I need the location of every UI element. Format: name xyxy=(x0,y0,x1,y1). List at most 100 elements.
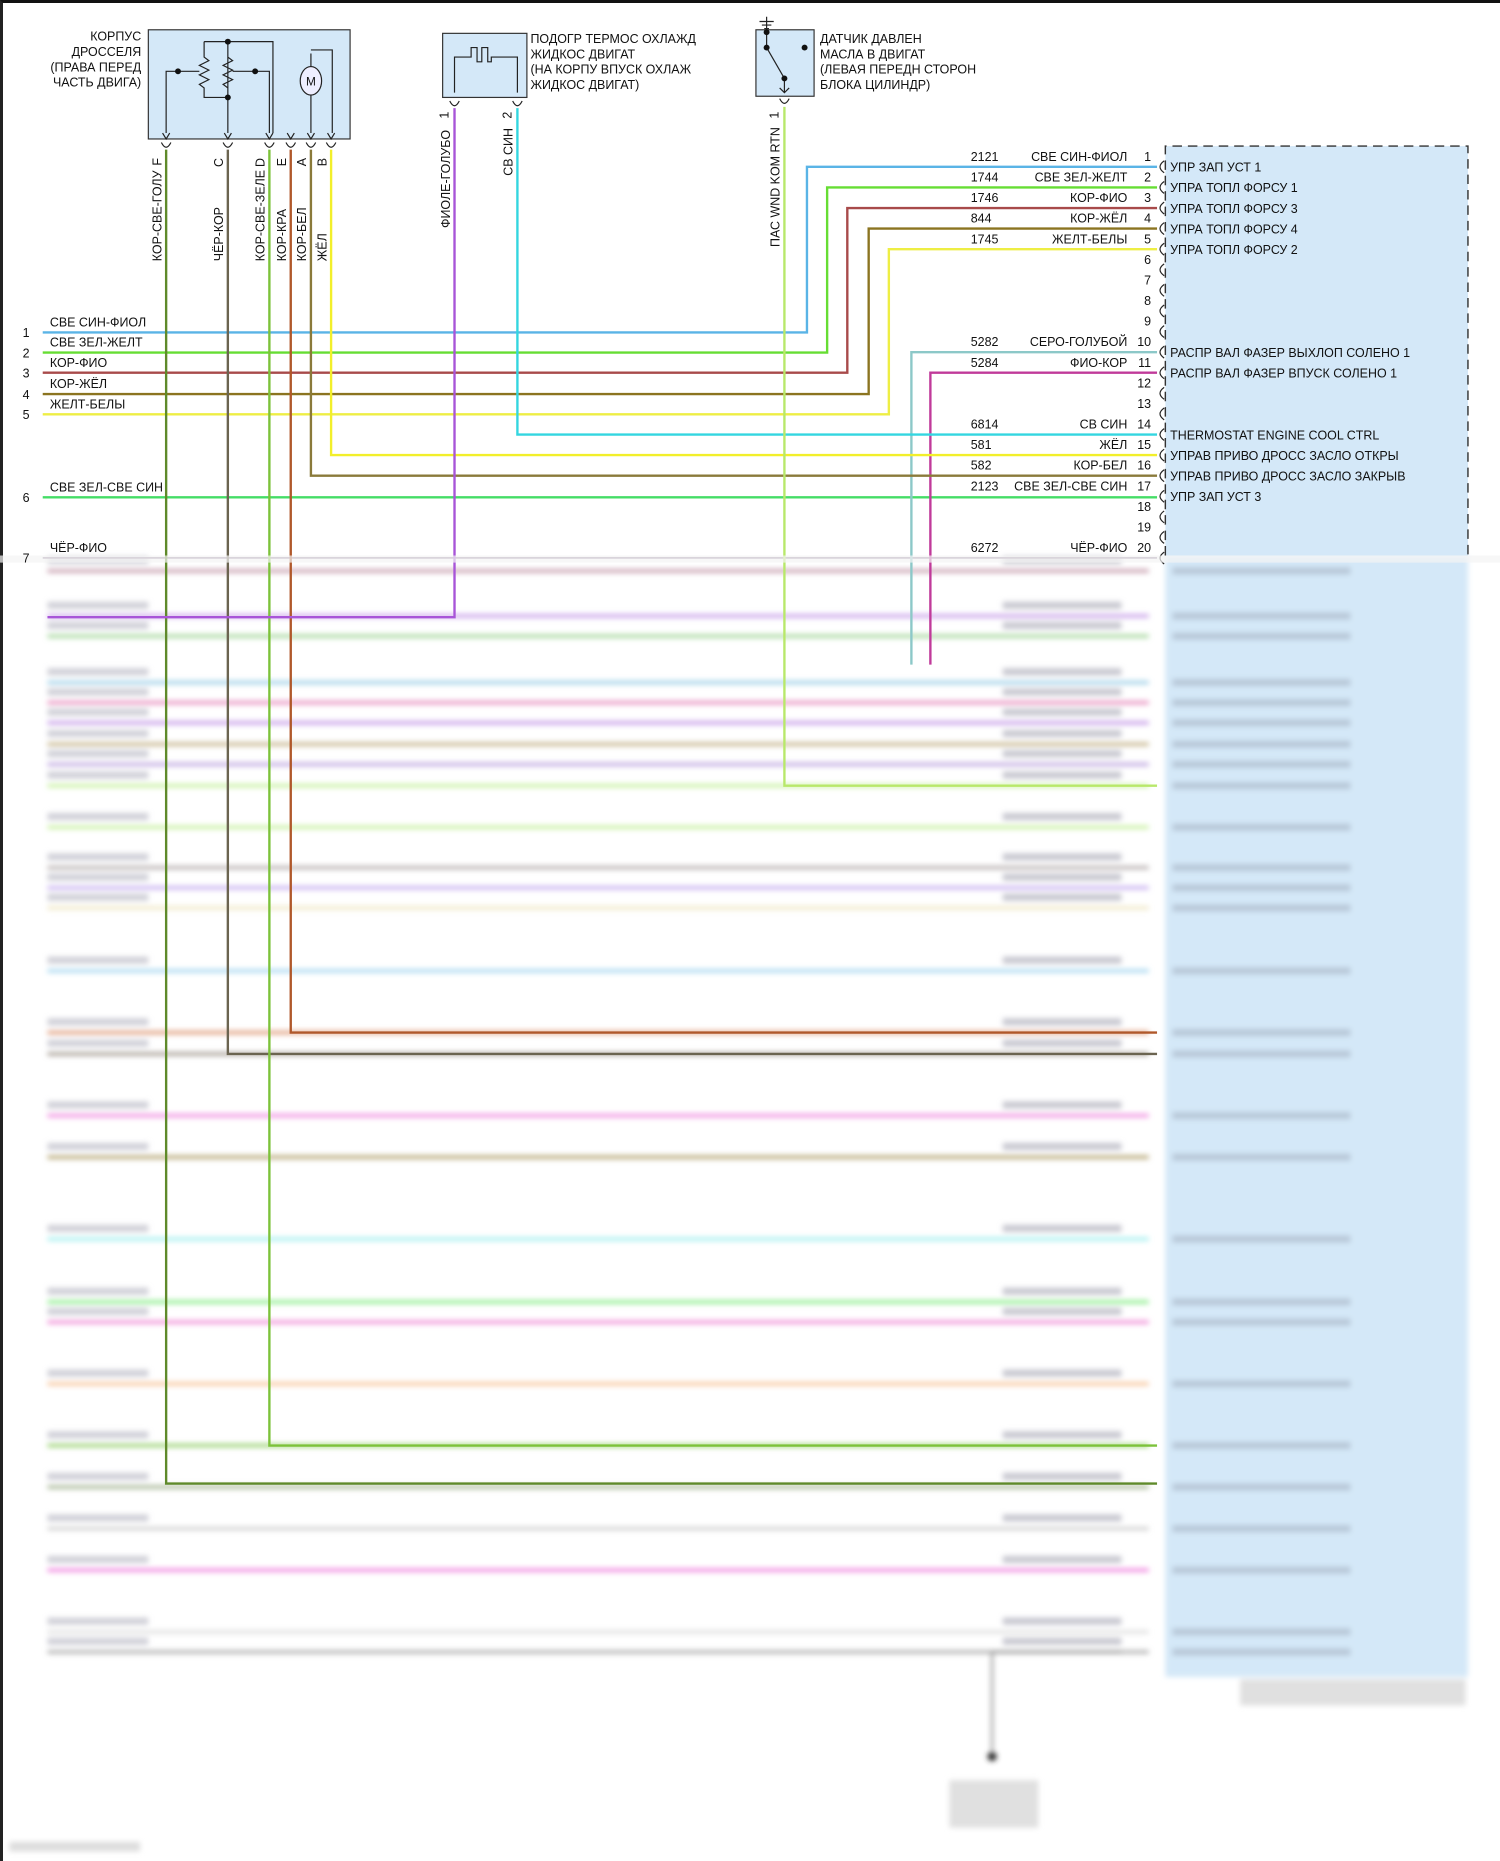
circuit-number: 6814 xyxy=(971,418,999,432)
wire-label xyxy=(1002,708,1122,716)
module-pin-number: 15 xyxy=(1137,438,1151,452)
heater-pin-number: 1 xyxy=(438,112,452,119)
left-connector-pin-number: 4 xyxy=(23,388,30,402)
pin-function-label xyxy=(1172,1112,1351,1120)
junction-dot xyxy=(801,44,808,51)
left-connector-pin-number: 6 xyxy=(23,491,30,505)
wire-label xyxy=(1002,688,1122,696)
wire-color-label: КОР-БЕЛ xyxy=(1073,459,1127,473)
module-pin-number: 20 xyxy=(1137,541,1151,555)
wire-color-label: СВЕ ЗЕЛ-ЖЕЛТ xyxy=(1035,171,1128,185)
pin-arrow-icon xyxy=(265,132,274,141)
heater-wire-label: СВ СИН xyxy=(502,128,516,176)
wire-label xyxy=(47,729,149,738)
wire-color-label: СВЕ СИН-ФИОЛ xyxy=(1031,150,1127,164)
pin-function-label xyxy=(1172,967,1351,975)
wire-label xyxy=(47,893,149,901)
motor-symbol: M xyxy=(306,75,316,89)
circuit-number: 844 xyxy=(971,212,992,226)
connector-pin-icon xyxy=(285,142,297,148)
pin-arrow-icon xyxy=(162,132,171,141)
wire-pin-11 xyxy=(929,371,1158,665)
coolant-heater-box xyxy=(442,32,528,99)
wire-label xyxy=(47,1431,149,1439)
module-pin-function: УПР ЗАП УСТ 3 xyxy=(1170,490,1261,504)
connector-pin-icon xyxy=(449,100,460,107)
module-pin-number: 16 xyxy=(1137,459,1151,473)
module-pin-number: 13 xyxy=(1137,397,1151,411)
connector-pin-icon xyxy=(1159,263,1165,277)
ground-label xyxy=(949,1780,1039,1828)
pin-function-label xyxy=(1172,1298,1351,1306)
throttle-pin-letter: E xyxy=(275,158,289,166)
wire-color-label: КОР-ФИО xyxy=(1070,191,1128,205)
junction-dot xyxy=(252,68,259,75)
wire-label xyxy=(1002,1224,1122,1232)
wire-label xyxy=(1002,750,1122,758)
components xyxy=(0,16,1500,565)
left-connector-pin-number: 5 xyxy=(23,408,30,422)
wire-color-label: СВ СИН xyxy=(1080,418,1128,432)
connector-pin-icon xyxy=(160,142,172,148)
wire-label xyxy=(47,1101,149,1109)
module-pin-function: THERMOSTAT ENGINE COOL CTRL xyxy=(1170,428,1379,442)
module-pin-function: УПРА ТОПЛ ФОРСУ 2 xyxy=(1170,243,1298,257)
pin-function-label xyxy=(1172,782,1351,790)
connector-pin-icon xyxy=(1159,242,1165,256)
wire-label xyxy=(1002,956,1122,964)
wire-label xyxy=(1002,1101,1122,1109)
connector-pin-icon xyxy=(1159,366,1165,380)
pin-function-label xyxy=(1172,1050,1351,1058)
circuit-number: 582 xyxy=(971,459,992,473)
throttle-wire-label: КОР-СВЕ-ЗЕЛЕ xyxy=(254,170,268,261)
module-pin-function: РАСПР ВАЛ ФАЗЕР ВЫХЛОП СОЛЕНО 1 xyxy=(1170,346,1410,360)
wire-label xyxy=(47,1018,149,1026)
module-pin-number: 1 xyxy=(1144,150,1151,164)
connector-pin-icon xyxy=(1159,386,1165,400)
oil-sensor-pin-number: 1 xyxy=(767,112,781,119)
left-wire-label: ЖЕЛТ-БЕЛЫ xyxy=(50,397,125,411)
module-label xyxy=(1240,1679,1466,1706)
wire-throttle-F xyxy=(164,149,1158,1485)
wire-throttle-D xyxy=(268,149,1158,1447)
throttle-wire-label: КОР-СВЕ-ГОЛУ xyxy=(150,170,164,261)
left-connector-pin-number: 1 xyxy=(23,326,30,340)
blur-boundary xyxy=(0,555,1500,563)
wire-label xyxy=(47,668,149,676)
circuit-number: 5282 xyxy=(971,335,999,349)
left-connector-pin-number: 3 xyxy=(23,366,30,380)
connector-pin-icon xyxy=(779,98,790,104)
wire-label xyxy=(1002,1018,1122,1026)
pin-function-label xyxy=(1172,884,1351,892)
module-pin-function: УПРА ТОПЛ ФОРСУ 4 xyxy=(1170,222,1298,236)
connector-pin-icon xyxy=(1159,345,1165,359)
wire-pin-3 xyxy=(42,206,1158,374)
circuit-number: 2121 xyxy=(971,150,999,164)
wire-label xyxy=(47,1514,149,1522)
wire-label xyxy=(47,1637,149,1645)
wire-label xyxy=(1002,893,1122,901)
pin-function-label xyxy=(1172,740,1351,748)
coolant-heater-label: ЖИДКОС ДВИГАТ xyxy=(530,47,635,61)
throttle-wire-label: ЧЁР-КОР xyxy=(212,207,226,261)
wire-label xyxy=(1002,873,1122,881)
left-connector-pin-number: 7 xyxy=(23,552,30,566)
connector-pin-icon xyxy=(1159,283,1165,297)
connector-pin-icon xyxy=(1159,407,1165,421)
connector-pin-icon xyxy=(264,142,275,148)
connector-pin-icon xyxy=(325,142,337,148)
pin-function-label xyxy=(1172,1483,1351,1491)
wire-color-label: КОР-ЖЁЛ xyxy=(1070,212,1127,226)
wire-label xyxy=(47,1369,149,1377)
pin-function-label xyxy=(1172,1628,1351,1636)
module-pin-number: 6 xyxy=(1144,253,1151,267)
pin-function-label xyxy=(1172,1648,1351,1656)
throttle-pin-letter: B xyxy=(315,158,329,166)
throttle-wire-label: ЖЁЛ xyxy=(315,233,329,261)
wire-pin-2 xyxy=(42,186,1158,354)
wire-label xyxy=(47,621,149,630)
throttle-pin-letter: F xyxy=(150,158,164,166)
pin-function-label xyxy=(1172,1566,1351,1574)
circuit-number: 1745 xyxy=(971,232,999,246)
module-pin-number: 4 xyxy=(1144,212,1151,226)
